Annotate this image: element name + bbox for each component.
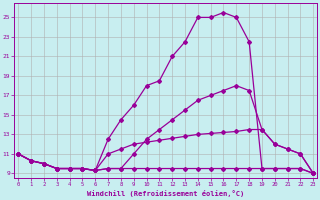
X-axis label: Windchill (Refroidissement éolien,°C): Windchill (Refroidissement éolien,°C): [87, 190, 244, 197]
